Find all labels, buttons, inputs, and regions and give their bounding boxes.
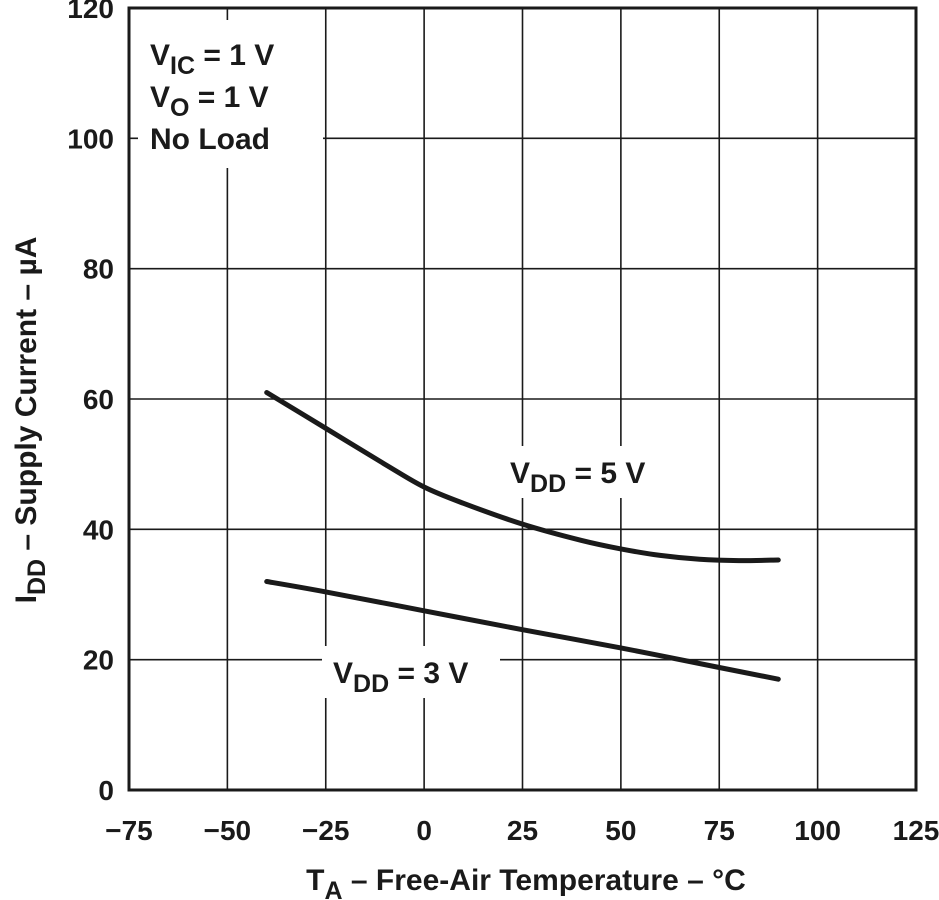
x-tick-label: 50 — [605, 815, 636, 846]
x-tick-label: −50 — [204, 815, 252, 846]
y-axis-label: IDD – Supply Current – µA — [10, 237, 51, 604]
x-tick-label: −75 — [105, 815, 153, 846]
label-backgrounds — [138, 20, 678, 698]
y-tick-label: 100 — [67, 123, 114, 154]
x-tick-label: 100 — [794, 815, 841, 846]
x-tick-label: 25 — [507, 815, 538, 846]
x-tick-label: 125 — [893, 815, 939, 846]
series-curves — [264, 390, 781, 682]
condition-vic: VIC = 1 V — [150, 39, 274, 80]
series-line-vdd-5v — [264, 390, 781, 564]
y-tick-label: 20 — [83, 645, 114, 676]
annotation-background — [138, 20, 323, 168]
condition-no-load: No Load — [150, 123, 270, 156]
y-tick-label: 40 — [83, 514, 114, 545]
annotation-background — [498, 446, 678, 498]
y-tick-label: 80 — [83, 254, 114, 285]
x-tick-label: 75 — [704, 815, 735, 846]
grid-lines — [129, 8, 916, 790]
y-tick-label: 120 — [67, 0, 114, 24]
series-label-vdd-3v: VDD = 3 V — [333, 657, 468, 698]
series-label-vdd-5v: VDD = 5 V — [510, 457, 645, 498]
x-tick-label: 0 — [416, 815, 432, 846]
y-tick-label: 0 — [98, 775, 114, 806]
y-tick-label: 60 — [83, 384, 114, 415]
condition-vo: VO = 1 V — [150, 81, 269, 122]
tick-labels: −75 −50 −25 0 25 50 75 100 125 0 20 40 60 80 100 120 — [67, 0, 939, 846]
annotation-background — [322, 646, 500, 698]
x-axis-label: TA – Free-Air Temperature – °C — [306, 864, 746, 900]
plot-frame — [127, 6, 918, 792]
x-tick-label: −25 — [302, 815, 350, 846]
series-line-vdd-3v — [264, 579, 781, 682]
